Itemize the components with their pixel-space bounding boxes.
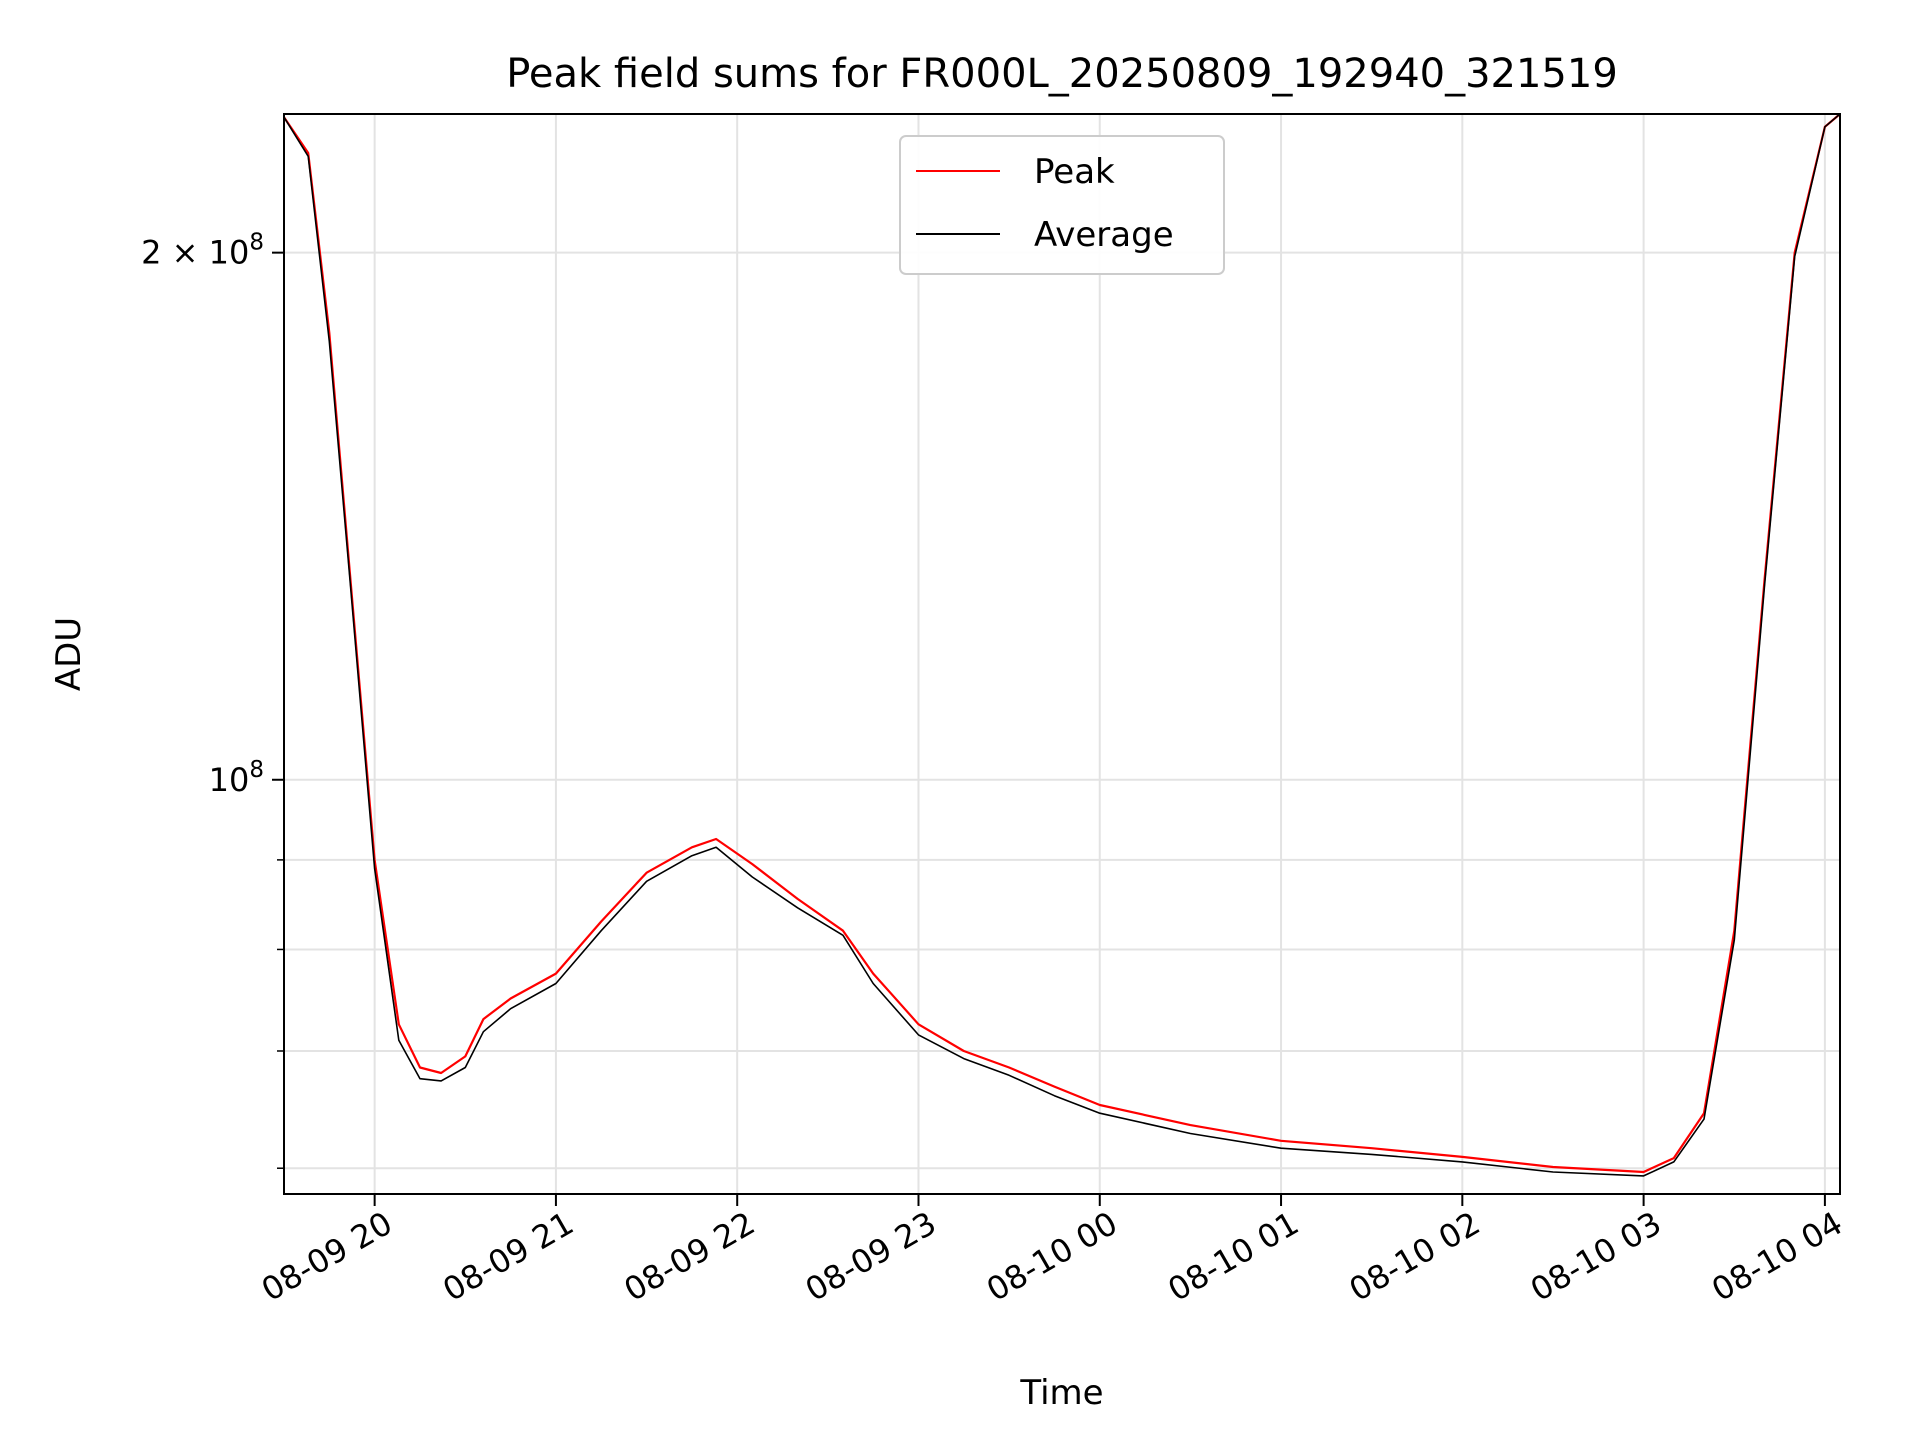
x-axis-label: Time	[1019, 1373, 1103, 1413]
y-tick-label: 2 × 108	[141, 230, 264, 272]
y-tick-exponent: 8	[249, 757, 264, 783]
legend-label-peak: Peak	[1034, 152, 1115, 192]
series-layer	[283, 113, 1841, 1177]
y-tick-mantissa: 2 ×	[141, 234, 209, 272]
y-tick-label: 108	[209, 757, 264, 799]
plot-frame	[283, 113, 1841, 1195]
y-tick-exponent: 8	[249, 230, 264, 256]
legend-label-average: Average	[1034, 215, 1174, 255]
series-line-peak	[283, 113, 1841, 1174]
y-axis-label: ADU	[49, 617, 89, 691]
series-line-average	[283, 113, 1841, 1177]
legend: Peak Average	[899, 135, 1225, 275]
chart-title: Peak field sums for FR000L_20250809_1929…	[506, 51, 1618, 97]
y-tick-base: 10	[209, 761, 250, 799]
y-tick-base: 10	[209, 234, 250, 272]
